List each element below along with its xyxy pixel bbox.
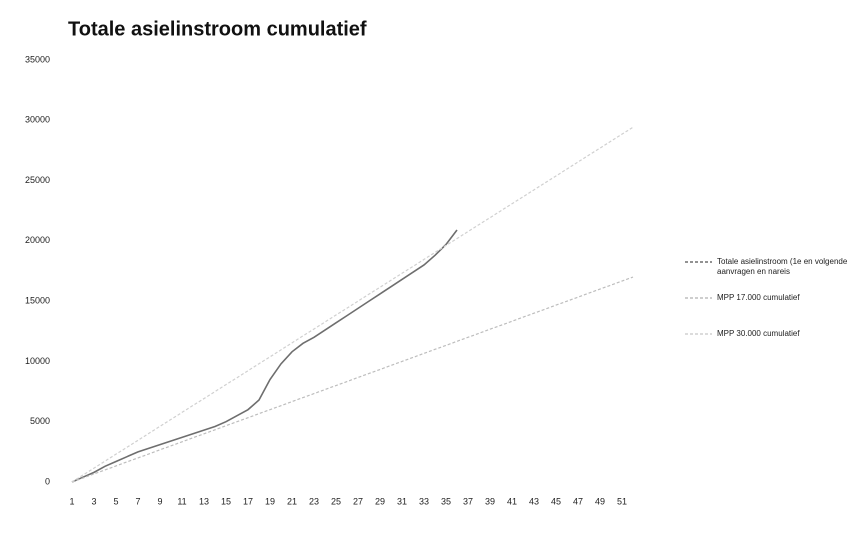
x-tick-label: 37: [463, 496, 473, 506]
x-tick-label: 21: [287, 496, 297, 506]
x-tick-label: 11: [177, 496, 186, 506]
x-tick-label: 19: [265, 496, 275, 506]
x-tick-label: 23: [309, 496, 319, 506]
x-tick-label: 3: [91, 496, 96, 506]
x-tick-label: 29: [375, 496, 385, 506]
x-tick-label: 47: [573, 496, 583, 506]
x-tick-label: 41: [507, 496, 517, 506]
x-tick-label: 35: [441, 496, 451, 506]
x-tick-label: 49: [595, 496, 605, 506]
y-tick-label: 35000: [25, 54, 50, 64]
x-tick-label: 51: [617, 496, 627, 506]
y-tick-label: 20000: [25, 235, 50, 245]
y-tick-label: 10000: [25, 356, 50, 366]
x-tick-label: 15: [221, 496, 231, 506]
x-tick-label: 33: [419, 496, 429, 506]
y-tick-label: 30000: [25, 115, 50, 125]
x-tick-label: 43: [529, 496, 539, 506]
legend-label: MPP 17.000 cumulatief: [717, 293, 800, 302]
series-line: [71, 276, 634, 483]
y-tick-label: 5000: [30, 416, 50, 426]
x-tick-label: 39: [485, 496, 495, 506]
x-tick-label: 5: [113, 496, 118, 506]
y-tick-label: 25000: [25, 175, 50, 185]
legend-label: Totale asielinstroom (1e en volgende aan…: [717, 257, 848, 276]
x-tick-label: 25: [331, 496, 341, 506]
series-line: [71, 126, 634, 483]
x-tick-label: 9: [157, 496, 162, 506]
x-tick-label: 13: [199, 496, 209, 506]
x-tick-label: 17: [243, 496, 253, 506]
series-line: [71, 229, 458, 483]
legend-label: MPP 30.000 cumulatief: [717, 329, 800, 338]
x-tick-label: 7: [135, 496, 140, 506]
chart-title: Totale asielinstroom cumulatief: [68, 18, 367, 40]
y-tick-label: 0: [45, 476, 50, 486]
y-tick-label: 15000: [25, 296, 50, 306]
x-tick-label: 27: [353, 496, 363, 506]
x-tick-label: 1: [69, 496, 74, 506]
x-tick-label: 31: [397, 496, 407, 506]
x-tick-label: 45: [551, 496, 561, 506]
